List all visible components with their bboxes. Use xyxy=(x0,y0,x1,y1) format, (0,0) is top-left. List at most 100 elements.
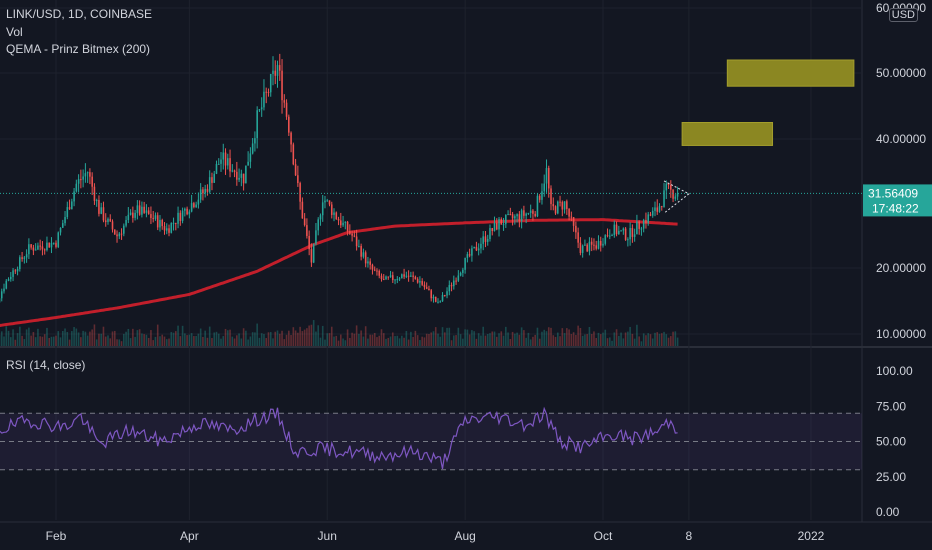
volume-bar xyxy=(301,331,304,346)
volume-bar xyxy=(303,329,306,346)
volume-bar xyxy=(480,335,482,346)
volume-bar xyxy=(428,334,430,346)
volume-bar xyxy=(604,329,607,346)
target-zone-2[interactable] xyxy=(726,59,855,87)
volume-bar xyxy=(202,336,204,346)
volume-bar xyxy=(466,329,469,346)
candle-body xyxy=(468,254,471,256)
volume-bar xyxy=(267,332,270,346)
candle-body xyxy=(489,228,491,239)
volume-bar xyxy=(217,333,220,346)
volume-bar xyxy=(441,327,444,346)
candle-body xyxy=(373,269,376,271)
candle-body xyxy=(636,221,638,235)
candle-body xyxy=(514,216,516,219)
symbol-title[interactable]: LINK/USD, 1D, COINBASE xyxy=(6,7,153,21)
candle-body xyxy=(134,212,136,218)
candle-body xyxy=(73,191,75,202)
volume-bar xyxy=(525,337,527,346)
volume-bar xyxy=(315,331,317,346)
candle-body xyxy=(430,290,433,299)
volume-bar xyxy=(579,327,582,346)
candle-body xyxy=(344,221,347,223)
volume-bar xyxy=(172,332,175,346)
candle-body xyxy=(46,242,48,250)
volume-bar xyxy=(211,338,213,346)
candle-body xyxy=(55,242,57,247)
triangle-pattern[interactable] xyxy=(663,180,690,214)
price-tick-label: 50.00000 xyxy=(876,66,926,80)
candle-body xyxy=(611,235,613,237)
volume-bar xyxy=(251,332,254,346)
candle-body xyxy=(520,210,523,222)
candle-body xyxy=(672,189,674,199)
volume-bar xyxy=(398,338,401,346)
volume-bar xyxy=(534,334,536,346)
volume-bar xyxy=(226,330,229,346)
rsi-legend[interactable]: RSI (14, close) xyxy=(6,358,86,372)
volume-bar xyxy=(425,333,428,346)
candle-body xyxy=(163,226,166,231)
volume-bar xyxy=(550,327,552,346)
candle-body xyxy=(660,206,663,208)
volume-bar xyxy=(663,331,665,346)
candle-body xyxy=(71,201,73,210)
volume-bar xyxy=(55,335,57,346)
volume-bar xyxy=(498,333,500,346)
volume-bar xyxy=(658,333,661,346)
candle-body xyxy=(477,248,480,251)
axes: 31.5640917:48:2260.0000050.0000040.00000… xyxy=(46,1,932,543)
candle-body xyxy=(425,287,428,289)
candle-body xyxy=(618,230,620,235)
volume-bar xyxy=(285,334,288,346)
candle-body xyxy=(159,219,161,228)
candle-body xyxy=(249,153,252,162)
candle-body xyxy=(518,214,521,222)
volume-bar xyxy=(344,340,347,346)
volume-bar xyxy=(491,331,494,346)
candlesticks[interactable] xyxy=(0,53,679,325)
candle-body xyxy=(5,280,8,289)
candle-body xyxy=(145,210,148,213)
candle-body xyxy=(367,261,369,264)
volume-bar xyxy=(606,338,609,346)
volume-bar xyxy=(278,333,281,346)
volume-bar xyxy=(52,336,55,346)
candle-body xyxy=(432,296,435,299)
volume-bar xyxy=(258,337,261,346)
candle-body xyxy=(387,276,390,278)
currency-badge[interactable]: USD xyxy=(888,8,918,22)
volume-bar xyxy=(159,336,161,346)
volume-bar xyxy=(516,332,518,346)
candle-body xyxy=(663,190,665,207)
volume-bar xyxy=(91,329,93,346)
price-tick-label: 20.00000 xyxy=(876,261,926,275)
volume-bar xyxy=(401,335,403,346)
volume-bar xyxy=(19,326,21,346)
candle-body xyxy=(263,91,265,108)
candle-body xyxy=(82,176,84,180)
candle-body xyxy=(385,276,387,280)
volume-bar xyxy=(0,331,3,346)
volume-bar xyxy=(611,340,613,346)
candle-body xyxy=(629,228,631,240)
volume-bar xyxy=(84,331,87,346)
target-zone-1[interactable] xyxy=(681,122,774,146)
volume-bar xyxy=(373,332,376,346)
candle-body xyxy=(265,91,268,93)
volume-bar xyxy=(545,331,548,346)
price-tick-label: 10.00000 xyxy=(876,327,926,341)
candle-body xyxy=(550,188,552,205)
candle-body xyxy=(378,270,381,276)
candle-body xyxy=(0,291,3,299)
volume-bar xyxy=(482,326,484,346)
indicator-legend[interactable]: QEMA - Prinz Bitmex (200) xyxy=(6,42,151,56)
volume-legend[interactable]: Vol xyxy=(6,25,23,39)
candle-body xyxy=(254,138,256,144)
annotations[interactable] xyxy=(0,59,862,214)
candle-body xyxy=(294,164,297,176)
volume-bar xyxy=(514,333,516,346)
volume-bar xyxy=(518,334,521,346)
volume-bar xyxy=(468,334,471,346)
